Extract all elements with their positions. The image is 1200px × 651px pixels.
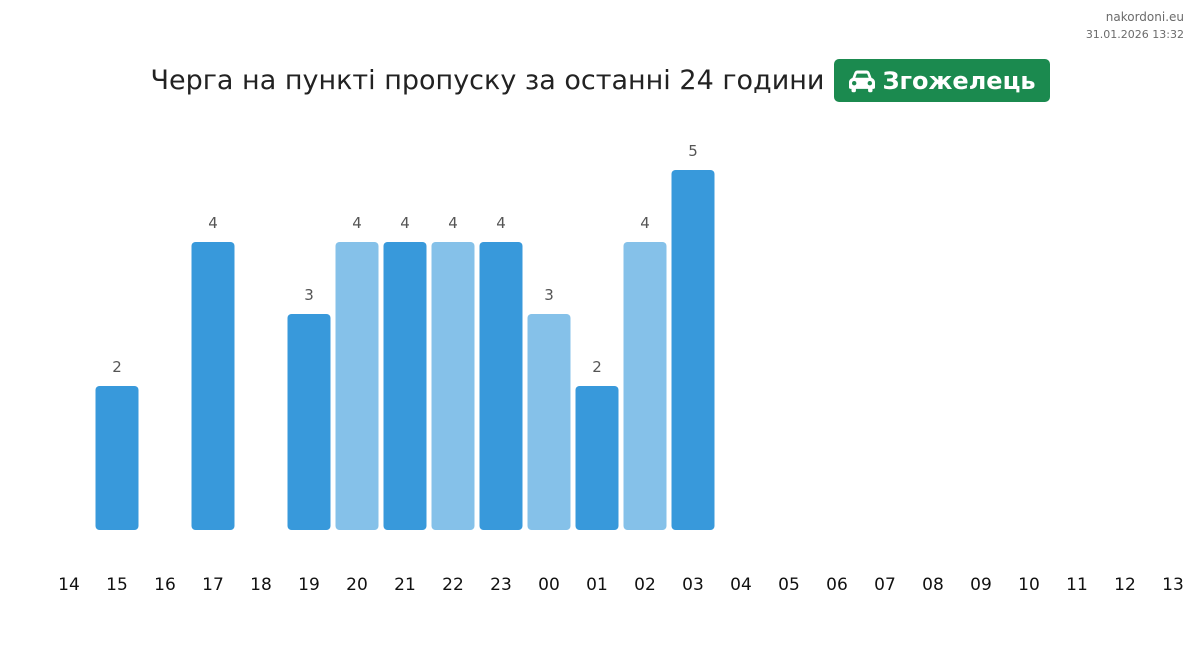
car-icon <box>849 70 876 92</box>
bar-02 <box>623 242 667 530</box>
x-tick-10: 10 <box>1018 575 1040 595</box>
x-tick-07: 07 <box>874 575 896 595</box>
x-tick-21: 21 <box>394 575 416 595</box>
value-label-20: 4 <box>352 214 362 232</box>
bar-19 <box>287 314 331 530</box>
chart-header: Черга на пункті пропуску за останні 24 г… <box>0 59 1200 102</box>
x-tick-18: 18 <box>250 575 272 595</box>
bar-21 <box>383 242 427 530</box>
x-tick-11: 11 <box>1066 575 1088 595</box>
x-tick-16: 16 <box>154 575 176 595</box>
x-tick-22: 22 <box>442 575 464 595</box>
x-tick-01: 01 <box>586 575 608 595</box>
x-tick-12: 12 <box>1114 575 1136 595</box>
source-site: nakordoni.eu <box>1105 10 1184 24</box>
x-tick-00: 00 <box>538 575 560 595</box>
value-label-01: 2 <box>592 358 602 376</box>
x-tick-17: 17 <box>202 575 224 595</box>
value-label-19: 3 <box>304 286 314 304</box>
x-tick-03: 03 <box>682 575 704 595</box>
chart-title: Черга на пункті пропуску за останні 24 г… <box>150 65 825 96</box>
bar-15 <box>95 386 139 530</box>
value-label-17: 4 <box>208 214 218 232</box>
x-tick-09: 09 <box>970 575 992 595</box>
value-label-03: 5 <box>688 142 698 160</box>
value-label-21: 4 <box>400 214 410 232</box>
source-timestamp: 31.01.2026 13:32 <box>1085 28 1184 41</box>
crossing-badge: Згожелець <box>834 59 1050 102</box>
x-tick-06: 06 <box>826 575 848 595</box>
bar-23 <box>479 242 523 530</box>
x-tick-14: 14 <box>58 575 80 595</box>
x-tick-04: 04 <box>730 575 752 595</box>
bar-03 <box>671 170 715 530</box>
bar-22 <box>431 242 475 530</box>
x-tick-13: 13 <box>1162 575 1184 595</box>
value-label-23: 4 <box>496 214 506 232</box>
bar-17 <box>191 242 235 530</box>
bar-01 <box>575 386 619 530</box>
bar-20 <box>335 242 379 530</box>
x-tick-08: 08 <box>922 575 944 595</box>
value-label-02: 4 <box>640 214 650 232</box>
x-tick-23: 23 <box>490 575 512 595</box>
badge-label: Згожелець <box>882 66 1036 95</box>
bar-00 <box>527 314 571 530</box>
x-tick-19: 19 <box>298 575 320 595</box>
x-tick-20: 20 <box>346 575 368 595</box>
value-label-00: 3 <box>544 286 554 304</box>
source-info: nakordoni.eu 31.01.2026 13:32 <box>1086 9 1184 43</box>
x-tick-05: 05 <box>778 575 800 595</box>
value-label-22: 4 <box>448 214 458 232</box>
value-label-15: 2 <box>112 358 122 376</box>
x-tick-15: 15 <box>106 575 128 595</box>
x-tick-02: 02 <box>634 575 656 595</box>
